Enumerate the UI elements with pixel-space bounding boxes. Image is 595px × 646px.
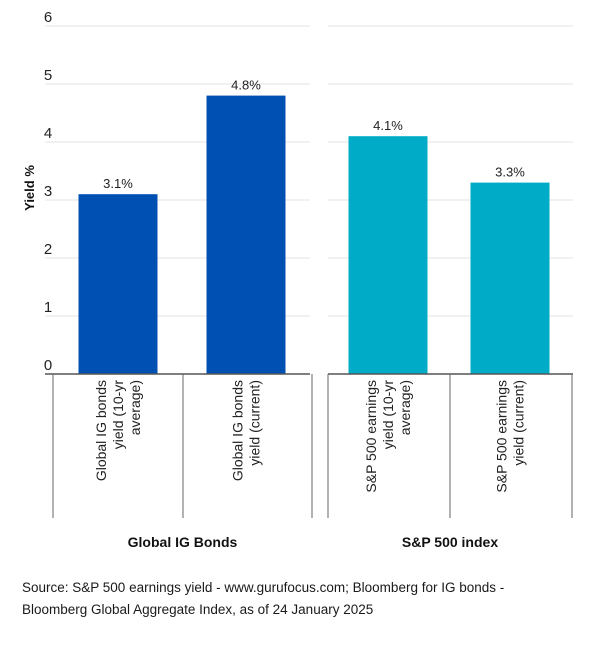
- bar-1-0: [348, 136, 428, 374]
- group-label-1: S&P 500 index: [402, 534, 498, 550]
- bar-value-label-0-0: 3.1%: [103, 176, 133, 191]
- y-tick-label-4: 4: [44, 125, 52, 142]
- x-category-label-0-0: Global IG bondsyield (10-yraverage): [93, 380, 143, 482]
- x-category-label-line: S&P 500 earnings: [363, 380, 379, 493]
- bar-1-1: [470, 182, 550, 374]
- y-tick-label-6: 6: [44, 9, 52, 26]
- x-category-label-1-1: S&P 500 earningsyield (current): [494, 380, 527, 493]
- y-tick-label-2: 2: [44, 241, 52, 258]
- y-tick-label-0: 0: [44, 357, 52, 374]
- x-category-label-line: average): [397, 380, 413, 435]
- bar-value-label-1-1: 3.3%: [495, 165, 525, 180]
- x-category-label-1-0: S&P 500 earningsyield (10-yraverage): [363, 380, 413, 493]
- y-tick-label-3: 3: [44, 183, 52, 200]
- x-category-label-line: average): [127, 380, 143, 435]
- y-tick-label-1: 1: [44, 299, 52, 316]
- x-category-label-line: Global IG bonds: [230, 380, 246, 481]
- source-note: Source: S&P 500 earnings yield - www.gur…: [22, 577, 582, 621]
- y-axis-label: Yield %: [22, 165, 37, 211]
- source-line-2: Bloomberg Global Aggregate Index, as of …: [22, 602, 374, 617]
- x-category-label-0-1: Global IG bondsyield (current): [230, 380, 263, 481]
- x-category-label-line: S&P 500 earnings: [494, 380, 510, 493]
- source-line-1: Source: S&P 500 earnings yield - www.gur…: [22, 580, 505, 595]
- y-tick-label-5: 5: [44, 67, 52, 84]
- bar-value-label-0-1: 4.8%: [231, 78, 261, 93]
- bar-0-1: [206, 95, 286, 374]
- bar-0-0: [78, 194, 158, 374]
- x-category-label-line: yield (current): [511, 380, 527, 466]
- group-label-0: Global IG Bonds: [128, 534, 238, 550]
- x-category-label-line: yield (current): [247, 380, 263, 466]
- x-category-label-line: Global IG bonds: [93, 380, 109, 481]
- x-category-label-line: yield (10-yr: [110, 380, 126, 450]
- bar-value-label-1-0: 4.1%: [373, 118, 403, 133]
- x-category-label-line: yield (10-yr: [380, 380, 396, 450]
